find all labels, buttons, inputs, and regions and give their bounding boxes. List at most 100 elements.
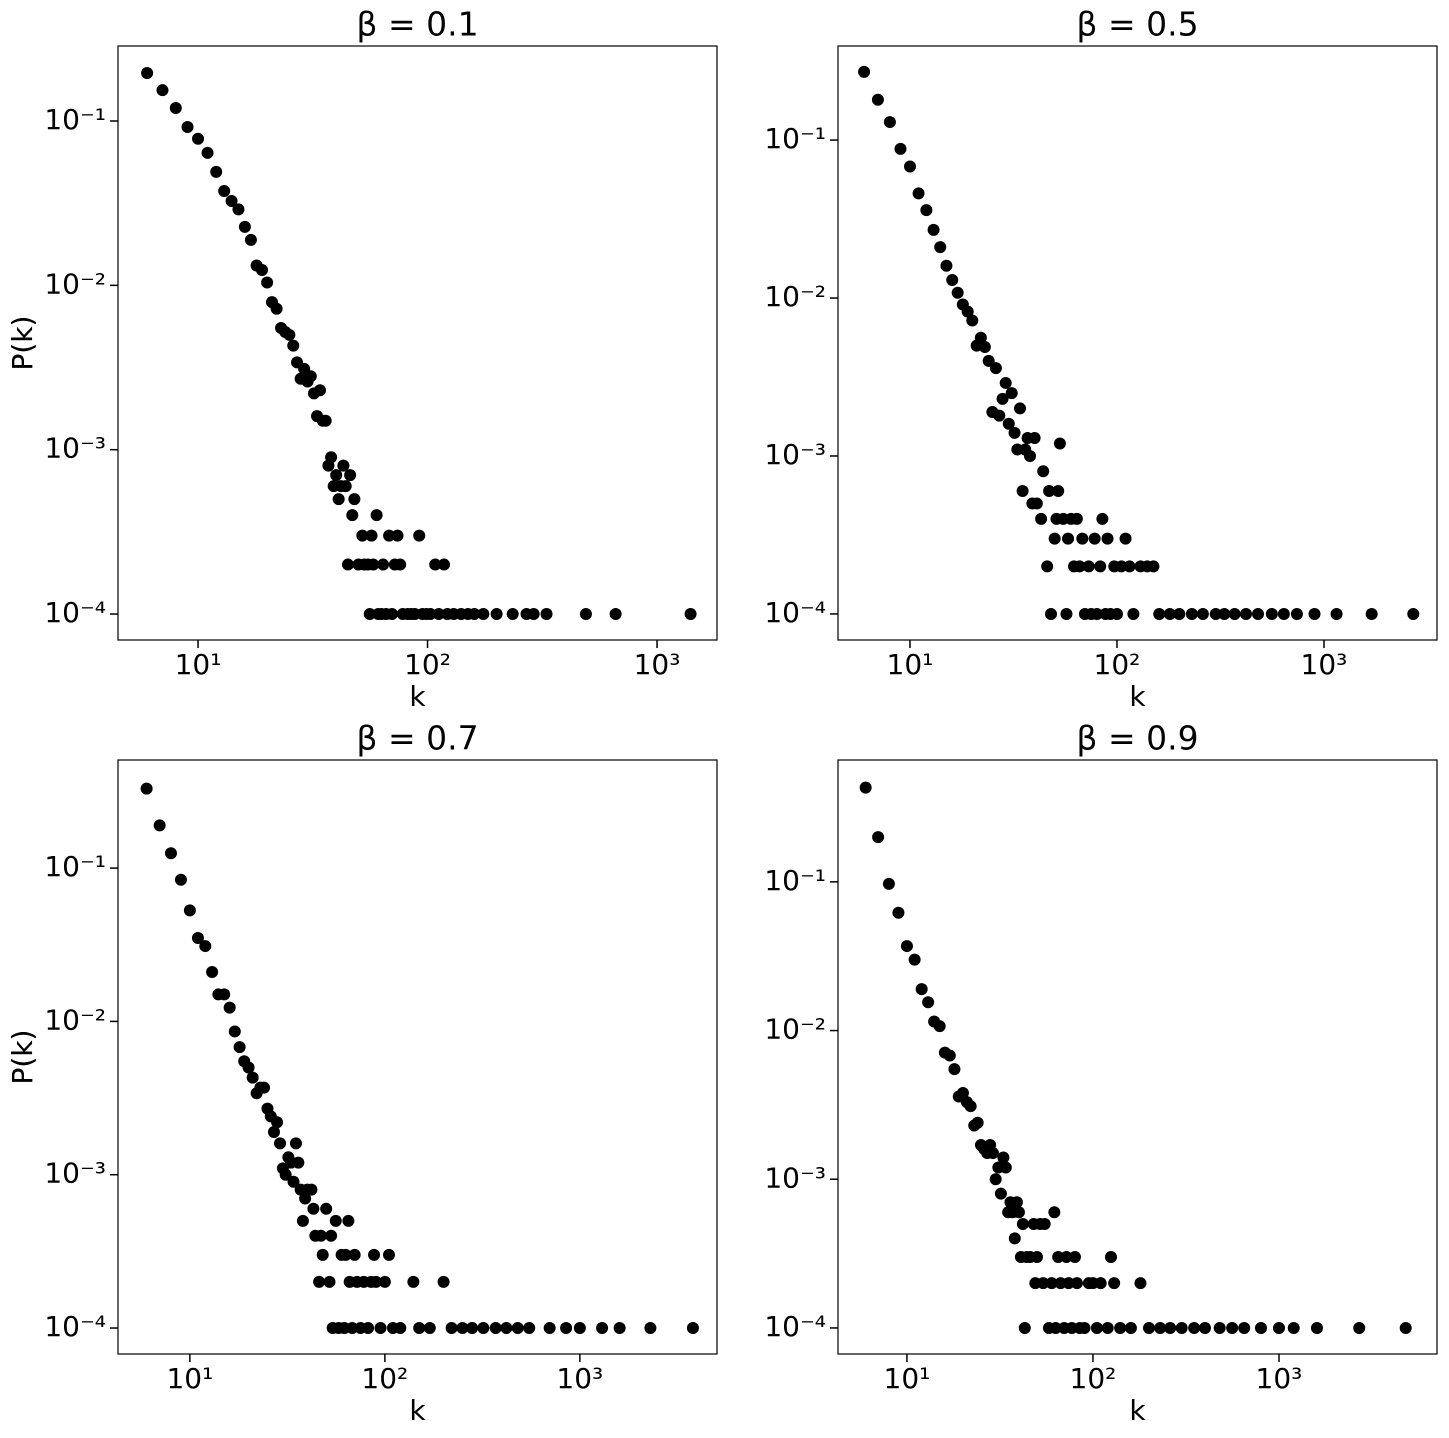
point bbox=[238, 220, 251, 233]
point bbox=[1110, 607, 1123, 620]
x-tick-label: 10² bbox=[404, 648, 451, 681]
point bbox=[859, 781, 872, 794]
point bbox=[1127, 607, 1140, 620]
point bbox=[228, 1025, 241, 1038]
point bbox=[346, 509, 359, 522]
point bbox=[210, 165, 223, 178]
point bbox=[183, 904, 196, 917]
point bbox=[1163, 607, 1176, 620]
point bbox=[1407, 607, 1420, 620]
subplot: β = 0.5 k P(k) 10¹ 10² 10³ 10⁻¹ 10⁻² 10⁻³ 10⁻⁴ bbox=[6, 5, 1438, 713]
point bbox=[1062, 532, 1075, 545]
point bbox=[994, 1187, 1007, 1200]
point bbox=[579, 608, 592, 621]
point bbox=[1209, 607, 1222, 620]
point bbox=[1310, 1321, 1323, 1334]
x-axis-label: k bbox=[1129, 1394, 1146, 1427]
point bbox=[181, 120, 194, 133]
point bbox=[424, 608, 437, 621]
point bbox=[903, 160, 916, 173]
point bbox=[500, 1322, 513, 1335]
point bbox=[156, 84, 169, 97]
point bbox=[1045, 1277, 1058, 1290]
y-tick-label: 10⁻⁴ bbox=[44, 1310, 106, 1343]
y-tick-label: 10⁻² bbox=[764, 280, 826, 313]
point bbox=[445, 1322, 458, 1335]
point bbox=[506, 608, 519, 621]
point bbox=[305, 1183, 318, 1196]
point bbox=[1068, 1250, 1081, 1263]
point bbox=[1045, 607, 1058, 620]
point bbox=[996, 392, 1009, 405]
point bbox=[922, 996, 935, 1009]
point bbox=[912, 187, 925, 200]
point bbox=[1094, 560, 1107, 573]
y-tick-label: 10⁻⁴ bbox=[764, 1310, 826, 1343]
x-tick-label: 10² bbox=[1070, 1362, 1117, 1395]
y-tick-label: 10⁻² bbox=[44, 267, 106, 300]
point bbox=[382, 1248, 395, 1261]
x-tick-label: 10² bbox=[361, 1362, 408, 1395]
point bbox=[218, 988, 231, 1001]
point bbox=[1094, 1277, 1107, 1290]
point bbox=[999, 376, 1012, 389]
subplot: β = 0.9 k P(k) 10¹ 10² 10³ 10⁻¹ 10⁻² 10⁻³ 10⁻⁴ bbox=[6, 719, 1438, 1427]
point bbox=[271, 1116, 284, 1129]
y-tick-label: 10⁻³ bbox=[764, 438, 826, 471]
point bbox=[367, 558, 380, 571]
point bbox=[1060, 1250, 1073, 1263]
point bbox=[283, 328, 296, 341]
x-tick-label: 10¹ bbox=[166, 1362, 213, 1395]
point bbox=[940, 259, 953, 272]
x-tick-label: 10¹ bbox=[175, 648, 222, 681]
y-tick-label: 10⁻⁴ bbox=[44, 596, 106, 629]
y-tick-label: 10⁻² bbox=[764, 1013, 826, 1046]
point bbox=[1035, 512, 1048, 525]
x-axis-label: k bbox=[1129, 680, 1146, 713]
point bbox=[1008, 426, 1021, 439]
y-tick-label: 10⁻² bbox=[44, 1003, 106, 1036]
point bbox=[477, 608, 490, 621]
y-axis-label: P(k) bbox=[6, 316, 39, 371]
point bbox=[1052, 485, 1065, 498]
point bbox=[1308, 607, 1321, 620]
point bbox=[609, 608, 622, 621]
point bbox=[1096, 512, 1109, 525]
point bbox=[686, 1322, 699, 1335]
point bbox=[1090, 607, 1103, 620]
point bbox=[1213, 1321, 1226, 1334]
point bbox=[1090, 1321, 1103, 1334]
point bbox=[339, 480, 352, 493]
point bbox=[348, 1248, 361, 1261]
point bbox=[1134, 1277, 1147, 1290]
point bbox=[894, 142, 907, 155]
point bbox=[900, 940, 913, 953]
point bbox=[872, 831, 885, 844]
point bbox=[1265, 607, 1278, 620]
point bbox=[378, 1275, 391, 1288]
point bbox=[346, 1322, 359, 1335]
point bbox=[244, 233, 257, 246]
point bbox=[964, 1100, 977, 1113]
point bbox=[999, 1161, 1012, 1174]
y-axis-label: P(k) bbox=[6, 1030, 39, 1085]
point bbox=[233, 1041, 246, 1054]
point bbox=[920, 204, 933, 217]
point bbox=[951, 286, 964, 299]
point bbox=[858, 65, 871, 78]
point bbox=[1240, 607, 1253, 620]
point bbox=[934, 241, 947, 254]
point bbox=[1153, 607, 1166, 620]
point bbox=[1048, 1206, 1061, 1219]
point bbox=[432, 608, 445, 621]
point bbox=[199, 940, 212, 953]
point bbox=[1164, 1321, 1177, 1334]
point bbox=[169, 101, 182, 114]
point bbox=[223, 1001, 236, 1014]
point bbox=[943, 1049, 956, 1062]
point bbox=[370, 509, 383, 522]
point bbox=[246, 1071, 259, 1084]
point bbox=[1073, 560, 1086, 573]
point bbox=[1008, 1232, 1021, 1245]
point bbox=[1114, 1321, 1127, 1334]
